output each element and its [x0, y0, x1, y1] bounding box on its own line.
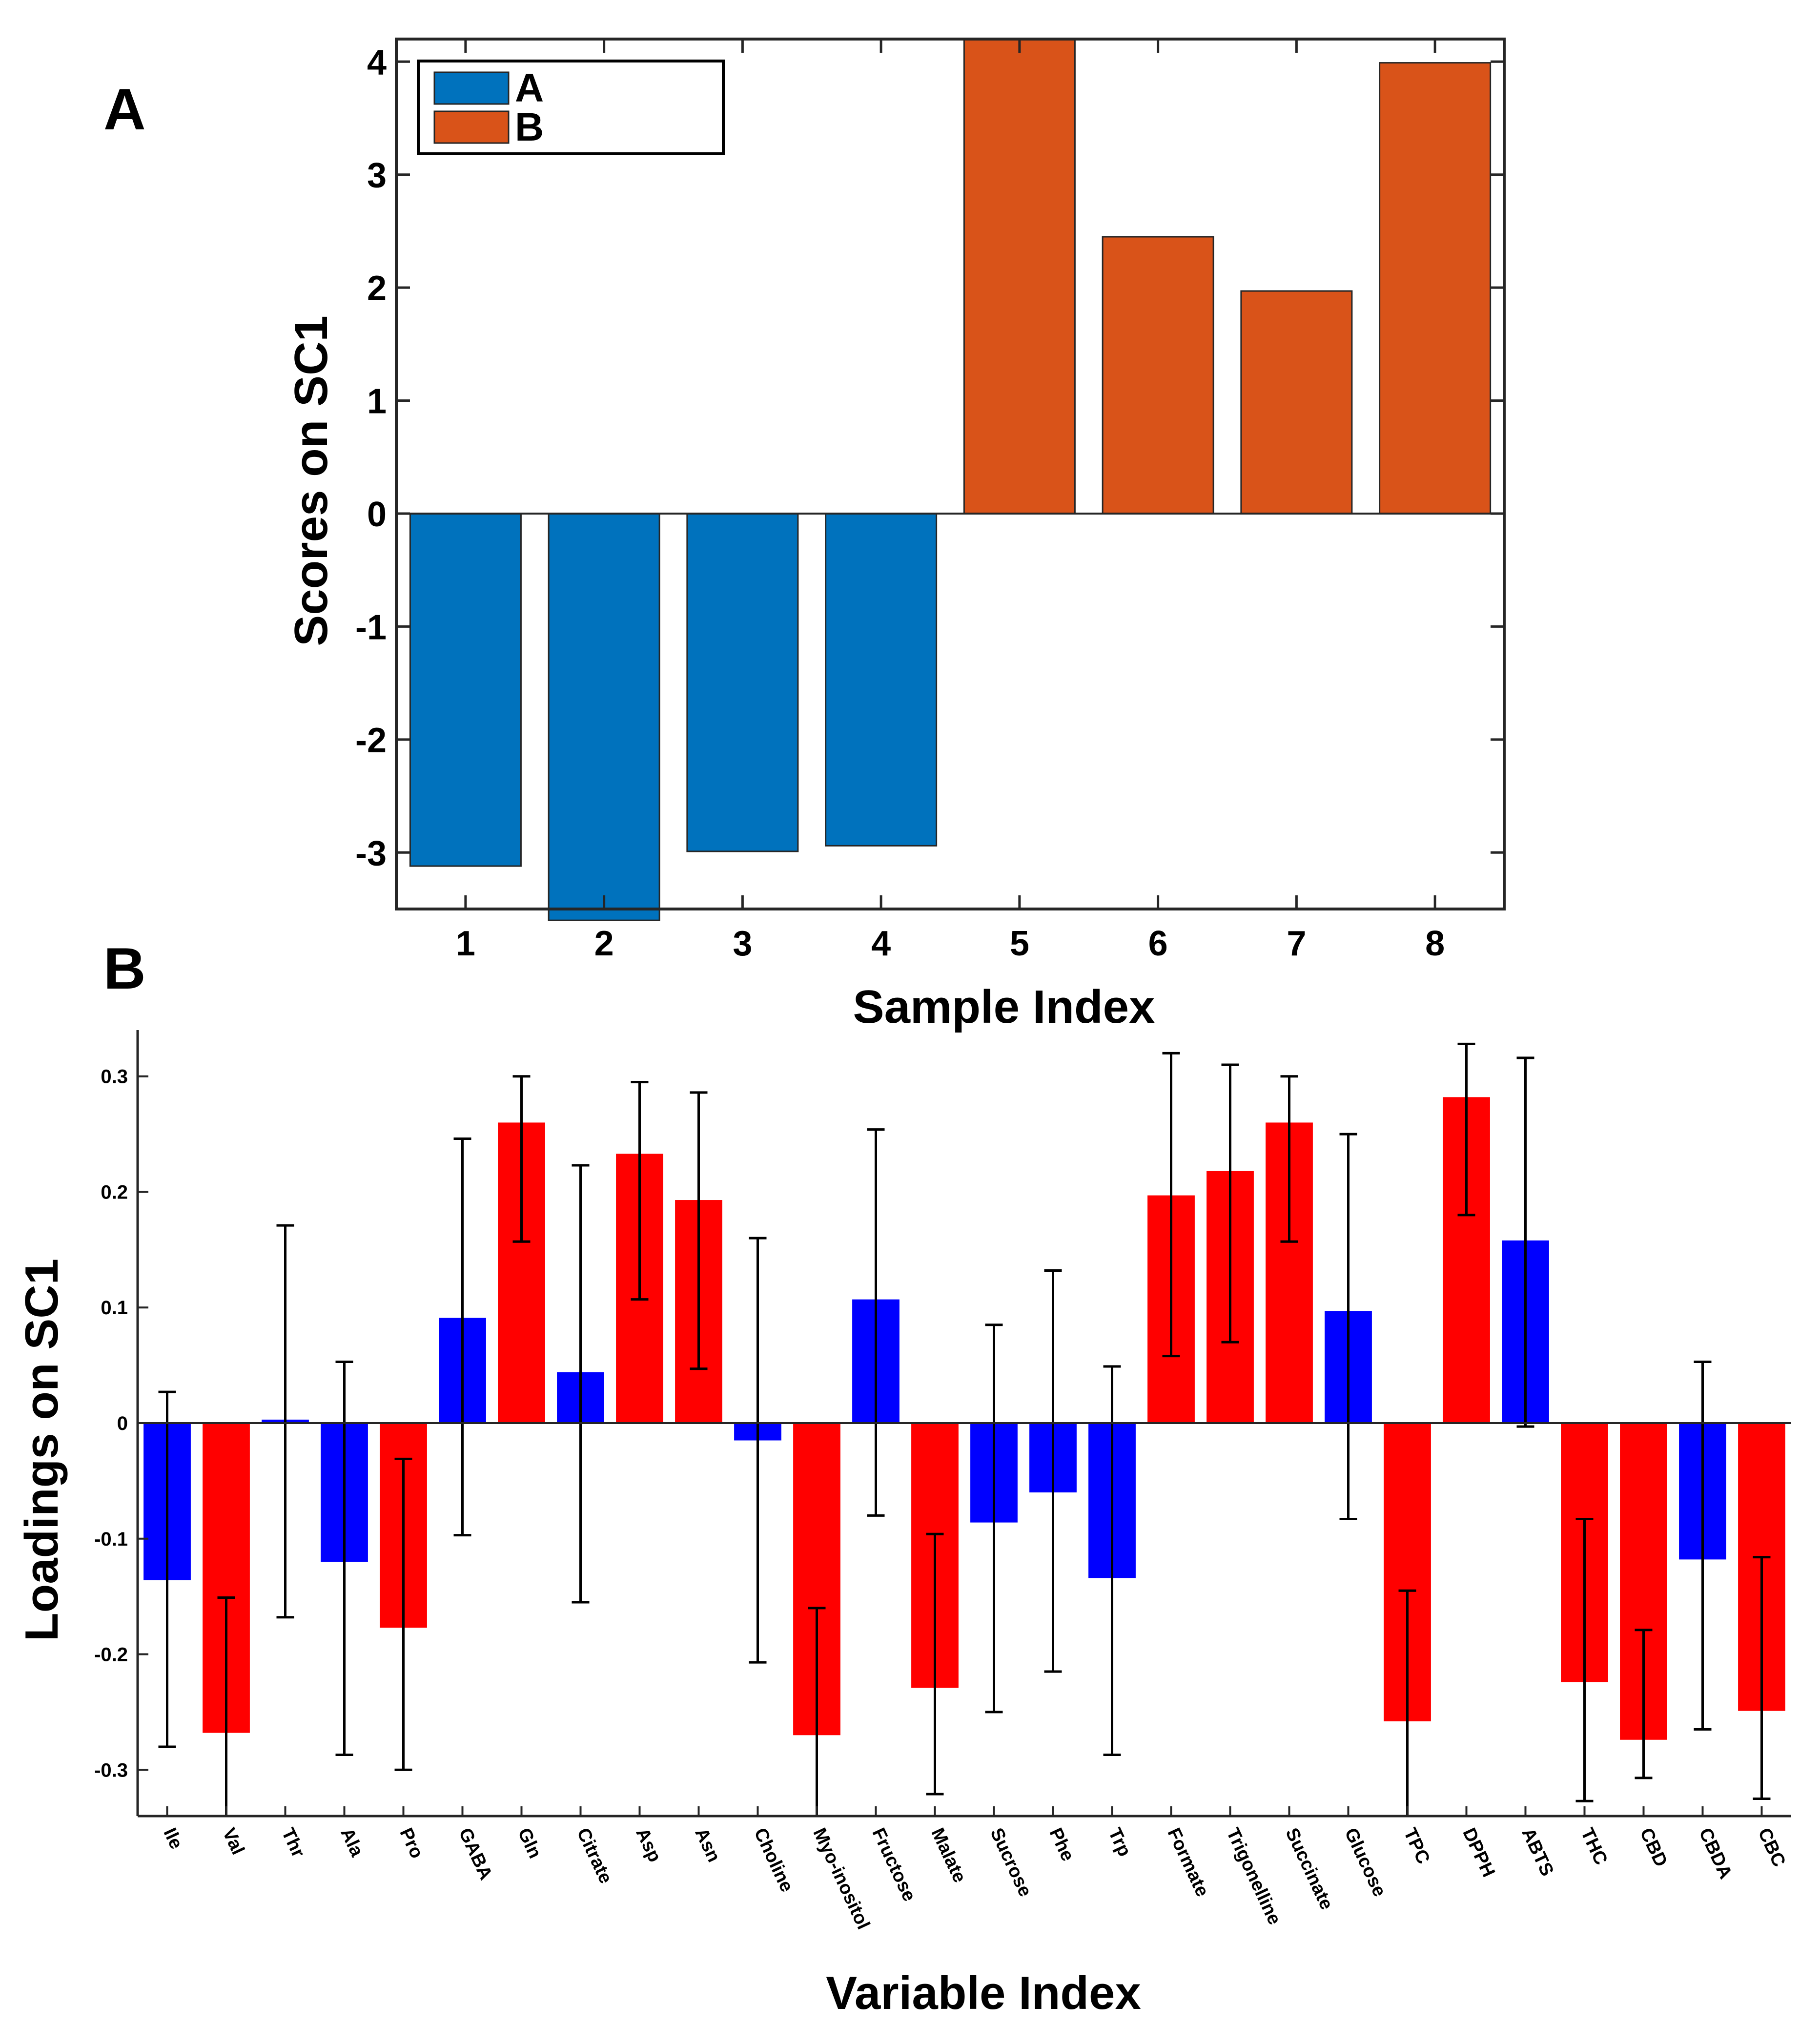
legend-swatch-a	[433, 71, 510, 105]
scores-ytick-label: 4	[367, 43, 387, 82]
score-bar-8	[1379, 62, 1492, 515]
scores-xtick-label: 3	[733, 924, 752, 963]
legend-swatch-b	[433, 110, 510, 144]
score-bar-3	[686, 513, 799, 852]
scores-x-axis-title: Sample Index	[853, 981, 1155, 1033]
loadings-ytick-label: 0.3	[101, 1066, 128, 1088]
panel-label-a: A	[103, 77, 146, 142]
scores-ytick-label: 3	[367, 156, 387, 195]
scores-xtick-label: 8	[1425, 924, 1445, 963]
scores-xtick-label: 4	[871, 924, 891, 963]
loadings-ytick-label: -0.3	[94, 1759, 128, 1781]
loadings-ytick-label: -0.2	[94, 1644, 128, 1666]
loadings-y-axis-title: Loadings on SC1	[16, 1259, 68, 1641]
scores-axes	[395, 38, 1506, 910]
scores-xtick-label: 5	[1010, 924, 1029, 963]
loadings-ytick-label: 0.1	[101, 1297, 128, 1319]
scores-ytick-label: -3	[355, 834, 387, 873]
scores-chart: -3 -2 -1 0 1 2 3 4 1 2 3 4 5 6 7 8 A B Sample Index Sco…	[285, 38, 1506, 1033]
panel-label-b: B	[103, 936, 146, 1001]
scores-bars	[409, 38, 1492, 921]
scores-xtick-label: 1	[456, 924, 475, 963]
score-bar-2	[548, 513, 660, 921]
score-bar-7	[1240, 290, 1353, 515]
score-bar-5	[963, 38, 1076, 515]
scores-plot-frame	[395, 38, 1506, 910]
scores-legend: A B	[417, 60, 725, 155]
loadings-ytick-label: -0.1	[94, 1529, 128, 1550]
score-bar-4	[825, 513, 938, 847]
scores-ticks: -3 -2 -1 0 1 2 3 4 1 2 3 4 5 6 7 8	[355, 39, 1504, 963]
scores-ytick-label: -1	[355, 608, 387, 647]
scores-xtick-label: 6	[1148, 924, 1168, 963]
legend-label-b: B	[515, 105, 544, 149]
score-bar-6	[1102, 236, 1214, 515]
score-bar-1	[409, 513, 522, 867]
scores-ytick-label: 2	[367, 269, 387, 308]
loadings-ytick-label: 0	[117, 1413, 128, 1434]
scores-y-axis-title: Scores on SC1	[285, 315, 337, 646]
scores-ytick-label: 0	[367, 495, 387, 534]
scores-xtick-label: 2	[594, 924, 614, 963]
loadings-ytick-label: 0.2	[101, 1181, 128, 1203]
scores-ytick-label: 1	[367, 382, 387, 421]
legend-label-a: A	[515, 66, 544, 110]
loadings-x-axis-title: Variable Index	[826, 1967, 1141, 2019]
scores-ytick-label: -2	[355, 721, 387, 760]
scores-xtick-label: 7	[1287, 924, 1306, 963]
